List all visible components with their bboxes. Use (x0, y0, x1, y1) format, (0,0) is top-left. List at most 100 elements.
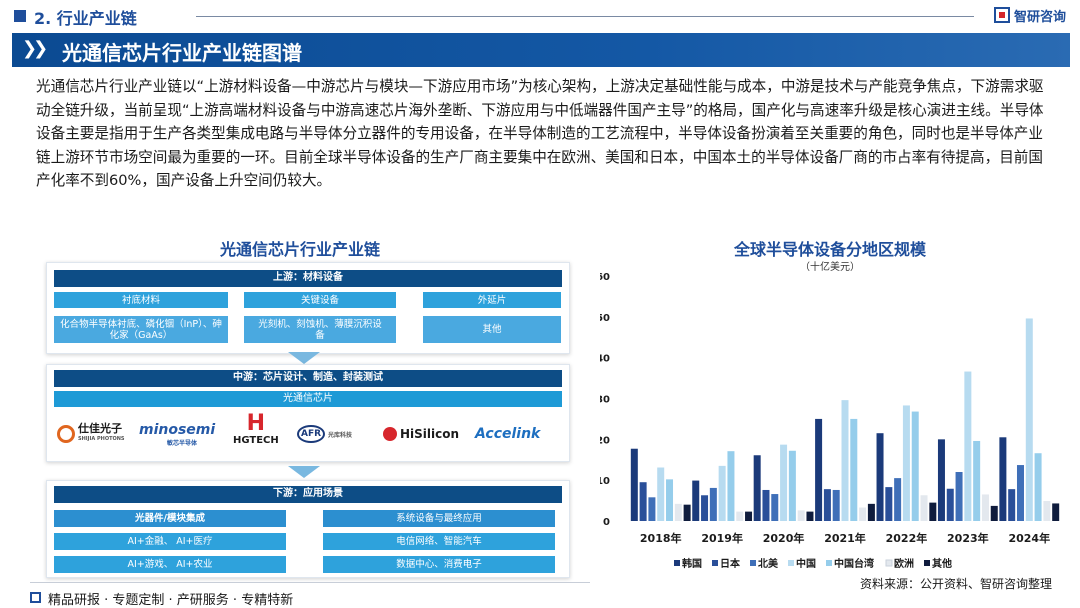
y-tick-label: 50 (600, 313, 610, 324)
downstream-left-item: AI+游戏、 AI+农业 (54, 556, 286, 573)
bar (1016, 465, 1024, 521)
afr-name: AFR (297, 425, 326, 443)
x-tick-label: 2022年 (886, 531, 928, 545)
bar (929, 502, 937, 521)
bar (990, 505, 998, 521)
downstream-header: 下游：应用场景 (54, 486, 562, 503)
company-logo-accelink: Accelink (475, 423, 540, 445)
midstream-subheader: 光通信芯片 (54, 391, 562, 407)
bar (876, 433, 884, 521)
hgtech-name: HGTECH (233, 435, 279, 446)
company-logo-hgtech: H HGTECH (233, 413, 279, 453)
legend-swatch (885, 559, 893, 567)
upstream-category-substrate: 衬底材料 (54, 292, 228, 308)
bar (806, 511, 814, 521)
bar (639, 482, 647, 521)
title-banner: ❯❯ 光通信芯片行业产业链图谱 (12, 33, 1070, 67)
x-tick-label: 2024年 (1008, 531, 1050, 545)
source-note: 资料来源：公开资料、智研咨询整理 (860, 577, 1053, 591)
bar (964, 371, 972, 521)
bar (973, 440, 981, 521)
legend-label: 韩国 (682, 557, 702, 570)
bar (709, 487, 717, 521)
y-tick-label: 60 (600, 272, 610, 283)
bar (1052, 503, 1060, 521)
down-arrow-icon (288, 466, 320, 478)
hgtech-h-icon: H (246, 411, 266, 436)
hisilicon-name: HiSilicon (400, 427, 460, 441)
bar (630, 448, 638, 521)
minosemi-sub: 敏芯半导体 (167, 440, 198, 447)
x-tick-label: 2020年 (763, 531, 805, 545)
company-logo-shijia: 仕佳光子 SHIJIA PHOTONS (57, 423, 125, 445)
legend-swatch (674, 560, 680, 566)
x-tick-label: 2018年 (640, 531, 682, 545)
x-tick-label: 2021年 (824, 531, 866, 545)
downstream-panel: 下游：应用场景 光器件/模块集成 系统设备与最终应用 AI+金融、 AI+医疗 … (46, 480, 570, 578)
bar (832, 489, 840, 521)
legend-label: 北美 (758, 557, 779, 570)
bar (762, 489, 770, 521)
accelink-name: Accelink (475, 426, 541, 442)
bar (727, 451, 735, 521)
brand-logo-icon (994, 7, 1010, 23)
legend-swatch (750, 560, 756, 566)
double-arrow-icon: ❯❯ (22, 38, 48, 59)
hisilicon-logo-icon (383, 427, 397, 441)
bar (867, 503, 875, 521)
bar-chart: 0102030405060 2018年2019年2020年2021年2022年2… (600, 272, 1060, 570)
bar (937, 439, 945, 521)
bar (753, 455, 761, 521)
y-axis: 0 10 20 30 40 50 60 (600, 272, 610, 528)
y-tick-label: 20 (600, 435, 610, 446)
down-arrow-icon (288, 352, 320, 364)
legend-label: 中国台湾 (834, 557, 874, 570)
company-logo-hisilicon: HiSilicon (383, 423, 459, 445)
chart-legend: 韩国 日本 北美 中国 中国台湾 欧洲 其他 (674, 557, 952, 570)
chart-title: 全球半导体设备分地区规模 (733, 240, 926, 259)
bar (666, 479, 674, 521)
footer-logo-icon (30, 592, 41, 603)
downstream-right-header: 系统设备与最终应用 (323, 510, 555, 527)
bar (771, 494, 779, 521)
bar (981, 494, 989, 521)
downstream-left-item: AI+金融、 AI+医疗 (54, 533, 286, 550)
downstream-left-header: 光器件/模块集成 (54, 510, 286, 527)
legend-swatch (712, 560, 718, 566)
bar (692, 480, 700, 521)
midstream-panel: 中游：芯片设计、制造、封装测试 光通信芯片 仕佳光子 SHIJIA PHOTON… (46, 364, 570, 462)
afr-sub: 光库科技 (328, 431, 353, 439)
bar (955, 472, 963, 521)
bar (999, 437, 1007, 521)
bar (823, 489, 831, 521)
legend-label: 欧洲 (894, 557, 914, 570)
bar (718, 465, 726, 521)
bar (920, 495, 928, 521)
section-marker-icon (14, 10, 26, 22)
bar (648, 497, 656, 521)
bar (1034, 453, 1042, 521)
bar (1025, 318, 1033, 521)
bar (815, 418, 823, 521)
shijia-logo-icon (57, 425, 75, 443)
banner-title: 光通信芯片行业产业链图谱 (62, 41, 302, 65)
section-title: 2. 行业产业链 (34, 9, 137, 28)
upstream-panel: 上游：材料设备 衬底材料 关键设备 外延片 化合物半导体衬底、磷化铟（InP）、… (46, 262, 570, 354)
bar (701, 495, 709, 521)
bar (946, 488, 954, 521)
bar (911, 411, 919, 521)
legend-swatch (788, 560, 794, 566)
bar-group (630, 318, 1060, 521)
company-logo-minosemi: minosemi 敏芯半导体 (139, 423, 215, 448)
legend-label: 日本 (720, 557, 741, 570)
upstream-header: 上游：材料设备 (54, 270, 562, 287)
bar (1043, 500, 1051, 521)
bar (788, 450, 796, 521)
bar (683, 504, 691, 521)
y-tick-label: 30 (600, 395, 610, 406)
y-tick-label: 0 (603, 517, 610, 528)
upstream-item-other: 其他 (423, 316, 561, 343)
downstream-right-item: 数据中心、消费电子 (323, 556, 555, 573)
company-logo-afr: AFR 光库科技 (297, 423, 352, 445)
downstream-right-item: 电信网络、智能汽车 (323, 533, 555, 550)
